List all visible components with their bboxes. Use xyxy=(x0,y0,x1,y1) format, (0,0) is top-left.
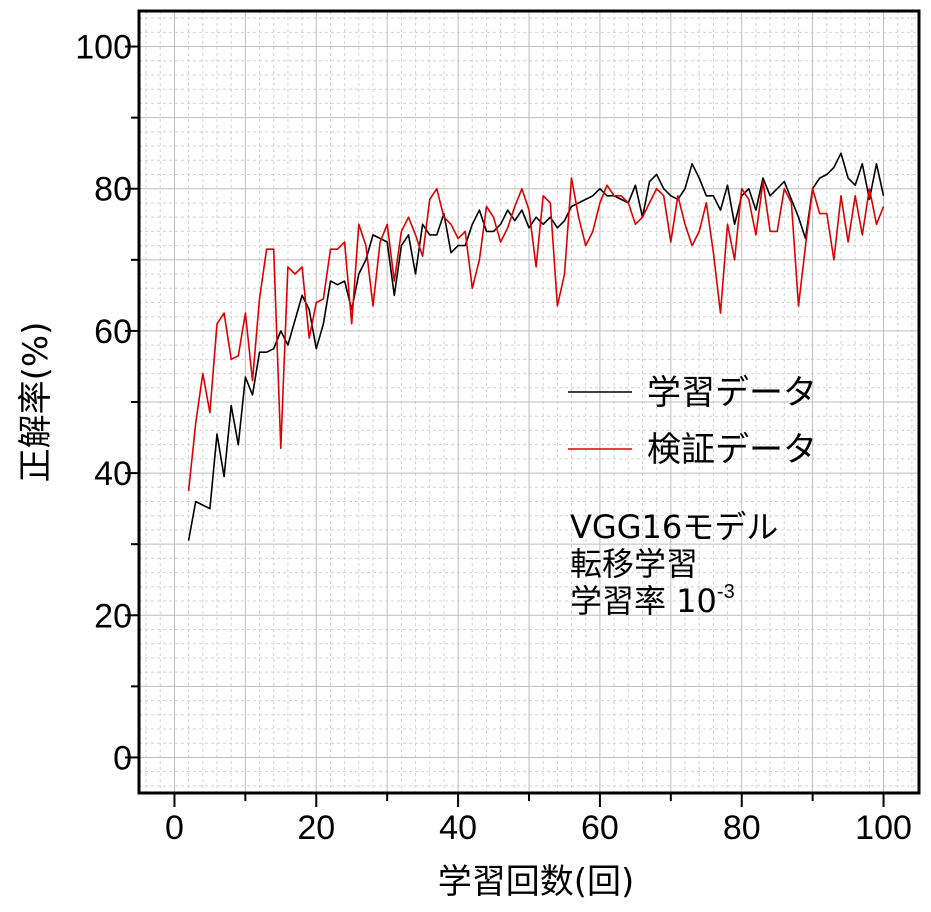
annotation-lr: 学習率 10-3 xyxy=(570,581,735,620)
x-tick-label: 0 xyxy=(165,809,184,847)
x-axis-title: 学習回数(回) xyxy=(438,862,635,902)
x-tick-label: 40 xyxy=(439,809,477,847)
annotation-lr-exponent: -3 xyxy=(717,581,735,603)
x-tick-label: 60 xyxy=(581,809,619,847)
grid-major xyxy=(139,11,919,793)
y-tick-label: 80 xyxy=(94,171,132,209)
y-axis-title: 正解率(%) xyxy=(16,322,56,483)
axis-ticks xyxy=(125,45,885,807)
x-tick-label: 100 xyxy=(855,809,912,847)
y-tick-label: 20 xyxy=(94,597,132,635)
y-tick-label: 60 xyxy=(94,313,132,351)
series-line-validation xyxy=(187,177,885,491)
legend-label-train: 学習データ xyxy=(647,373,817,413)
annotation-method: 転移学習 xyxy=(570,545,698,583)
legend-label-val: 検証データ xyxy=(647,430,817,470)
tick-labels: 0 20 40 60 80 100 0 20 40 60 80 100 xyxy=(75,29,912,847)
y-tick-label: 100 xyxy=(75,29,132,67)
y-tick-label: 40 xyxy=(94,455,132,493)
x-tick-label: 20 xyxy=(297,809,335,847)
annotation-block: VGG16モデル 転移学習 学習率 10-3 xyxy=(570,508,778,620)
y-tick-label: 0 xyxy=(113,739,132,777)
series-line-train xyxy=(187,152,885,541)
legend: 学習データ 検証データ xyxy=(568,373,817,470)
annotation-lr-prefix: 学習率 10 xyxy=(570,582,717,620)
annotation-model: VGG16モデル xyxy=(570,508,778,546)
x-tick-label: 80 xyxy=(723,809,761,847)
plot-lines xyxy=(187,152,885,541)
